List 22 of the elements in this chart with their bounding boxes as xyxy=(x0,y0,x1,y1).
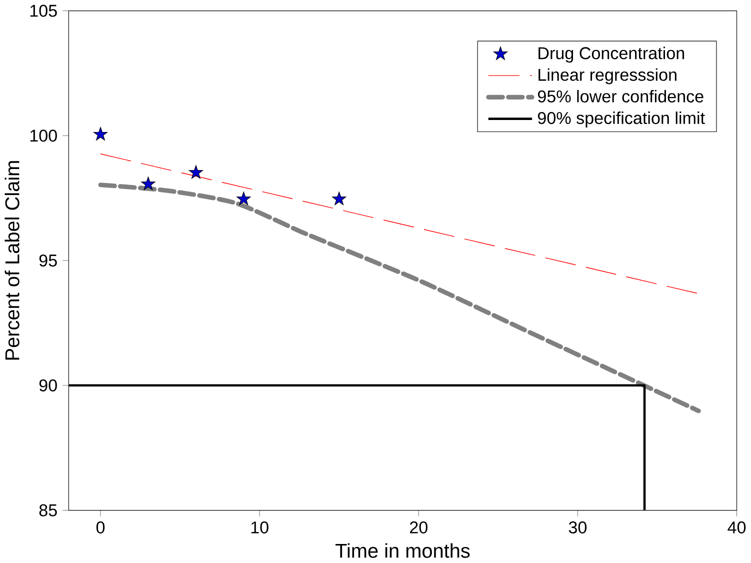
legend-label: 90% specification limit xyxy=(538,112,705,128)
y-tick-label: 100 xyxy=(30,130,57,142)
legend-label: Drug Concentration xyxy=(538,46,684,63)
x-tick-label: 30 xyxy=(568,522,587,534)
point xyxy=(332,192,346,206)
point xyxy=(93,127,108,141)
x-tick-label: 40 xyxy=(728,522,746,534)
legend-label: 95% lower confidence xyxy=(538,90,704,103)
x-axis-title: Time in months xyxy=(336,543,470,558)
y-tick-label: 105 xyxy=(30,4,57,18)
point xyxy=(188,165,203,179)
point xyxy=(236,192,251,206)
line-series xyxy=(98,182,701,414)
x-tick-label: 0 xyxy=(96,522,105,534)
point xyxy=(141,176,156,190)
y-tick-label: 85 xyxy=(39,504,57,517)
y-tick-label: 90 xyxy=(39,380,57,392)
y-axis-title: Percent of Label Claim xyxy=(4,161,20,360)
x-tick-label: 10 xyxy=(251,522,268,534)
legend-label: Linear regresssion xyxy=(538,68,676,84)
y-tick-label: 95 xyxy=(39,254,57,267)
x-tick-label: 20 xyxy=(410,522,428,534)
